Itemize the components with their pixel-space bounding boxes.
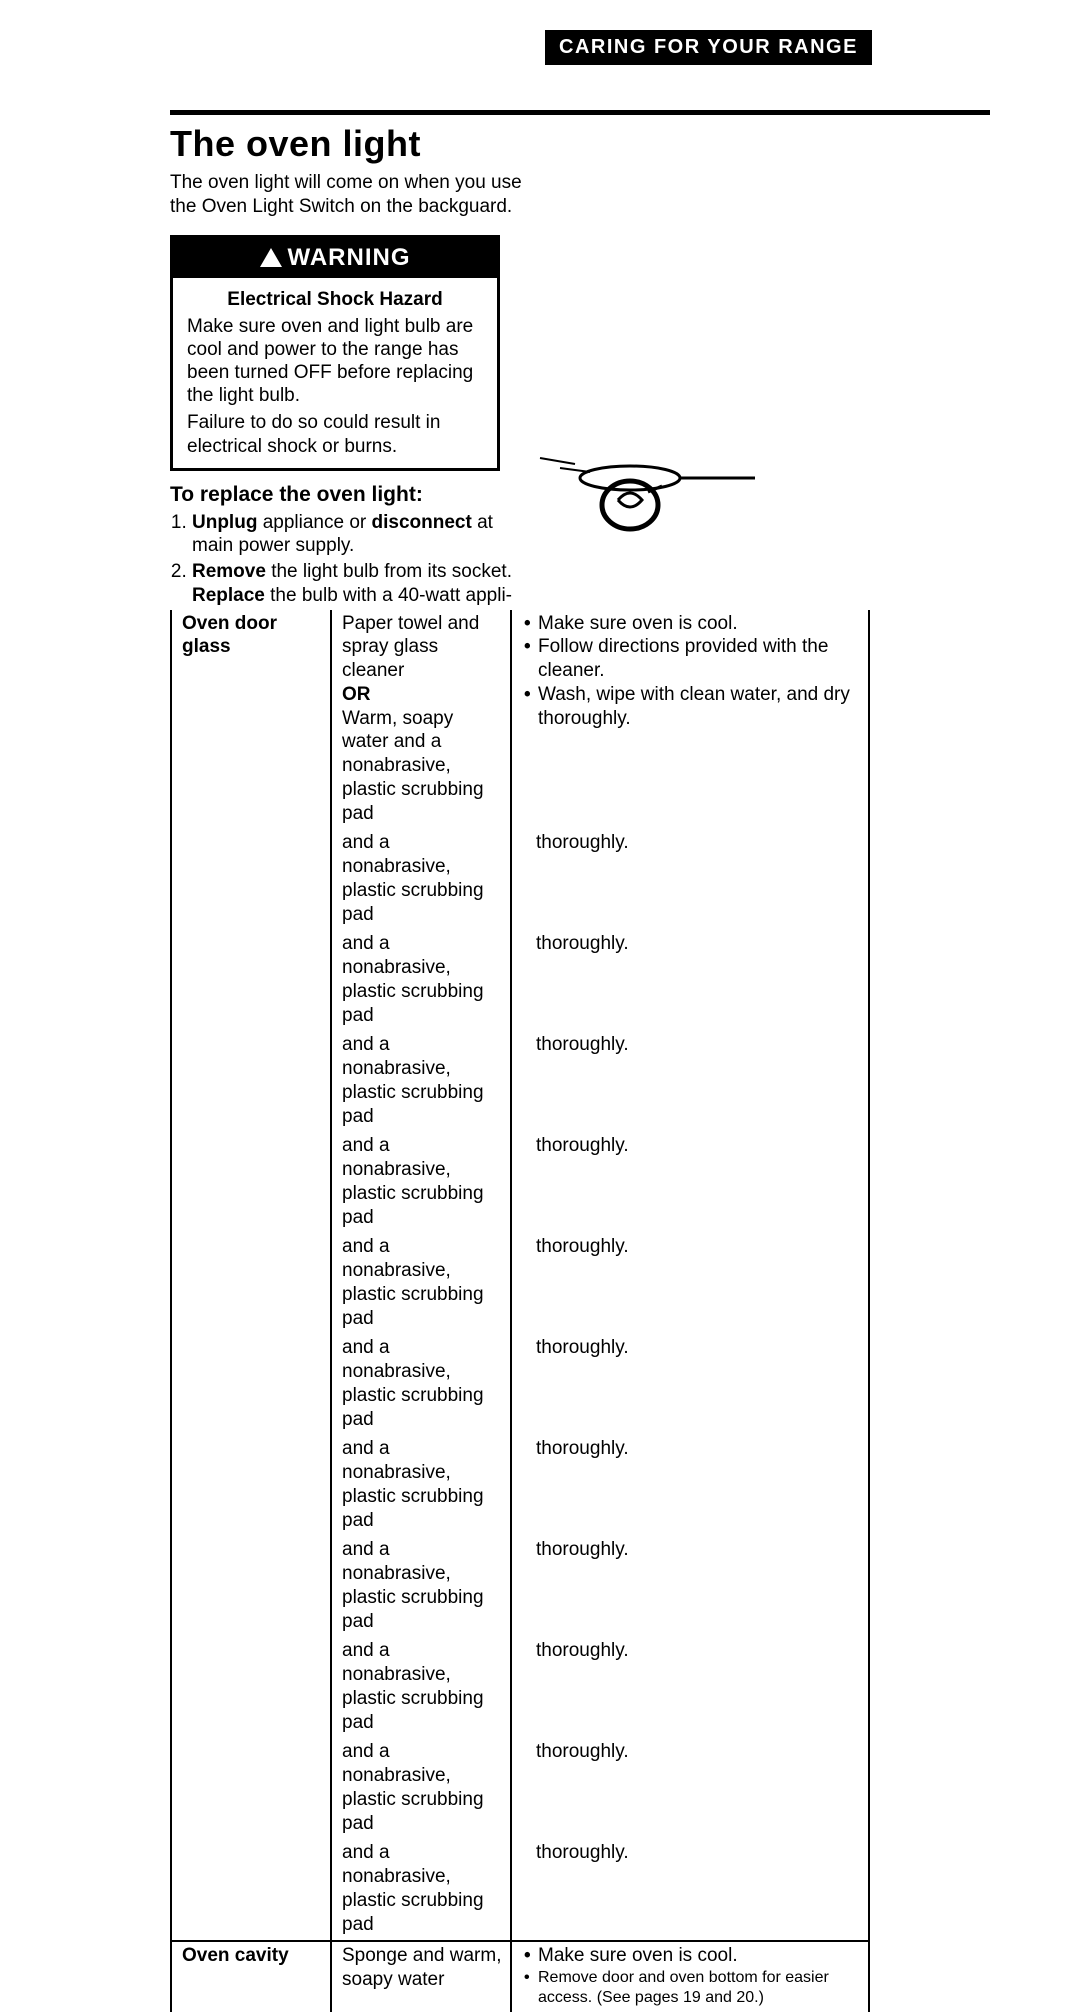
table-tip-repeat: thoroughly. xyxy=(510,1637,870,1738)
table-cleaner-repeat: and a nonabrasive, plastic scrubbing pad xyxy=(330,1839,510,1940)
table-tip-repeat: thoroughly. xyxy=(510,1738,870,1839)
warning-para-1: Make sure oven and light bulb are cool a… xyxy=(187,315,483,408)
table-tip-repeat: thoroughly. xyxy=(510,1435,870,1536)
warning-body: Electrical Shock Hazard Make sure oven a… xyxy=(173,278,497,468)
cleaning-table: Oven door glassPaper towel and spray gla… xyxy=(170,610,870,2012)
table-cleaner-repeat: and a nonabrasive, plastic scrubbing pad xyxy=(330,1233,510,1334)
page-title: The oven light xyxy=(170,123,990,165)
table-part-oven-door-glass: Oven door glass xyxy=(170,610,330,1941)
rule xyxy=(170,110,990,115)
table-cleaner-repeat: and a nonabrasive, plastic scrubbing pad xyxy=(330,1334,510,1435)
table-tip: Wash, wipe with clean water, and dry tho… xyxy=(536,683,860,731)
table-cleaner-repeat: and a nonabrasive, plastic scrubbing pad xyxy=(330,1132,510,1233)
table-tip: Follow directions provided with the clea… xyxy=(536,635,860,683)
text: appliance or xyxy=(257,512,371,533)
table-cleaner-repeat: and a nonabrasive, plastic scrubbing pad xyxy=(330,1536,510,1637)
table-cleaner-repeat: and a nonabrasive, plastic scrubbing pad xyxy=(330,1435,510,1536)
bold: Replace xyxy=(192,585,265,606)
bulb-illustration xyxy=(530,450,760,540)
table-tip-repeat: thoroughly. xyxy=(510,1839,870,1940)
intro-text: The oven light will come on when you use… xyxy=(170,171,550,219)
table-tip-repeat: thoroughly. xyxy=(510,1233,870,1334)
table-tips-cell: Make sure oven is cool.Remove door and o… xyxy=(510,1940,870,2012)
warning-box: WARNING Electrical Shock Hazard Make sur… xyxy=(170,235,500,471)
table-tip: Make sure oven is cool. xyxy=(536,1944,860,1968)
warning-title-text: WARNING xyxy=(288,244,411,272)
warning-para-2: Failure to do so could result in electri… xyxy=(187,411,483,457)
table-cleaner-repeat: and a nonabrasive, plastic scrubbing pad xyxy=(330,1031,510,1132)
table-tip-repeat: thoroughly. xyxy=(510,1334,870,1435)
table-tip-repeat: thoroughly. xyxy=(510,1132,870,1233)
text: the light bulb from its socket. xyxy=(266,561,512,582)
bold: Remove xyxy=(192,561,266,582)
table-cleaner-repeat: and a nonabrasive, plastic scrubbing pad xyxy=(330,930,510,1031)
table-tip-repeat: thoroughly. xyxy=(510,1031,870,1132)
bold: Unplug xyxy=(192,512,257,533)
bold: disconnect xyxy=(372,512,472,533)
warning-hazard: Electrical Shock Hazard xyxy=(187,288,483,311)
step-2: Remove the light bulb from its socket. R… xyxy=(192,560,515,608)
step-1: Unplug appliance or disconnect at main p… xyxy=(192,511,515,559)
section-header: CARING FOR YOUR RANGE xyxy=(545,30,872,65)
table-cleaner-repeat: and a nonabrasive, plastic scrubbing pad xyxy=(330,829,510,930)
table-cleaner-repeat: and a nonabrasive, plastic scrubbing pad xyxy=(330,1637,510,1738)
table-tip-repeat: thoroughly. xyxy=(510,829,870,930)
table-tip-repeat: thoroughly. xyxy=(510,1536,870,1637)
text: the bulb with a 40-watt appli- xyxy=(265,585,512,606)
table-tips-cell: Make sure oven is cool.Follow directions… xyxy=(510,610,870,830)
table-tip: Make sure oven is cool. xyxy=(536,612,860,636)
table-part-oven-cavity: Oven cavity xyxy=(170,1940,330,2012)
table-tip: Remove door and oven bottom for easier a… xyxy=(536,1968,860,2008)
warning-triangle-icon xyxy=(260,248,282,267)
table-tip-repeat: thoroughly. xyxy=(510,930,870,1031)
table-cleaner-cell: Paper towel and spray glass cleanerORWar… xyxy=(330,610,510,830)
warning-title: WARNING xyxy=(173,238,497,278)
table-cleaner-repeat: and a nonabrasive, plastic scrubbing pad xyxy=(330,1738,510,1839)
replace-steps: Unplug appliance or disconnect at main p… xyxy=(170,511,515,608)
table-cleaner-cell: Sponge and warm, soapy water xyxy=(330,1940,510,2012)
